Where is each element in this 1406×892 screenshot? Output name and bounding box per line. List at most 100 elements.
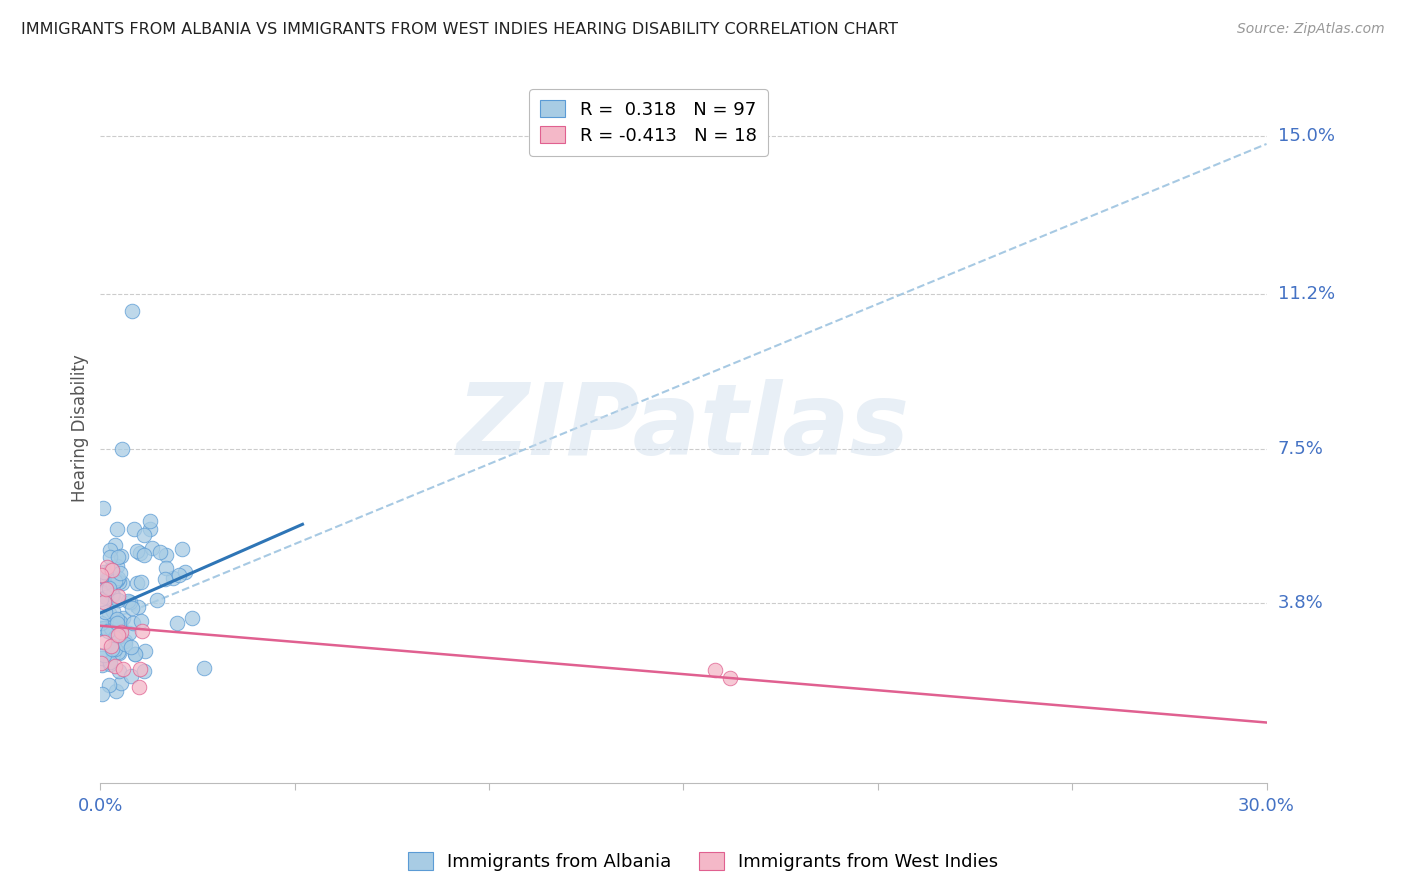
Point [121,600,143,615]
Point [193,661,215,675]
Point [93,594,115,608]
Point [127,575,149,590]
Point [120,640,142,654]
Point [114,634,136,648]
Point [155,548,177,562]
Point [90,656,112,670]
Point [129,546,152,560]
Point [101,588,124,602]
Point [111,576,134,591]
Point [90,622,112,636]
Point [120,669,142,683]
Point [134,644,156,658]
Point [124,647,146,661]
Point [111,442,134,456]
Point [91,687,114,701]
Point [155,561,177,575]
Point [112,662,135,676]
Point [166,615,188,630]
Point [107,589,129,603]
Point [162,571,184,585]
Point [114,637,136,651]
Point [94,605,117,619]
Point [97,678,120,692]
Point [169,567,191,582]
Point [131,624,153,638]
Point [90,568,112,582]
Text: 15.0%: 15.0% [1278,127,1334,145]
Point [107,645,129,659]
Point [98,606,121,620]
Text: Source: ZipAtlas.com: Source: ZipAtlas.com [1237,22,1385,37]
Point [121,304,143,318]
Point [100,621,122,635]
Point [107,593,129,607]
Point [104,630,127,644]
Text: 3.8%: 3.8% [1278,594,1323,612]
Point [129,574,152,589]
Point [131,614,153,628]
Point [107,550,129,565]
Point [110,625,132,640]
Point [96,574,118,589]
Point [170,541,193,556]
Point [139,522,162,536]
Point [121,616,143,631]
Point [127,543,149,558]
Point [93,648,115,662]
Point [117,594,139,608]
Point [108,665,131,679]
Point [104,538,127,552]
Point [104,574,127,589]
Point [122,522,145,536]
Point [108,646,131,660]
Point [107,574,129,589]
Point [101,588,124,602]
Point [100,562,122,576]
Point [107,628,129,642]
Point [93,635,115,649]
Point [104,631,127,645]
Point [703,663,725,677]
Point [149,545,172,559]
Y-axis label: Hearing Disability: Hearing Disability [72,354,89,501]
Point [105,615,128,630]
Text: 11.2%: 11.2% [1278,285,1334,303]
Point [110,621,132,635]
Point [96,582,118,596]
Point [101,578,124,592]
Point [718,671,741,685]
Point [132,528,155,542]
Point [104,659,127,673]
Point [132,548,155,562]
Point [127,600,149,615]
Point [91,658,114,673]
Point [134,665,156,679]
Point [98,582,121,596]
Point [105,684,128,698]
Text: IMMIGRANTS FROM ALBANIA VS IMMIGRANTS FROM WEST INDIES HEARING DISABILITY CORREL: IMMIGRANTS FROM ALBANIA VS IMMIGRANTS FR… [21,22,898,37]
Point [124,647,146,661]
Point [97,624,120,638]
Legend: Immigrants from Albania, Immigrants from West Indies: Immigrants from Albania, Immigrants from… [401,846,1005,879]
Point [100,655,122,669]
Point [104,642,127,657]
Point [96,572,118,586]
Point [153,572,176,586]
Point [101,604,124,618]
Point [110,549,132,563]
Point [110,676,132,690]
Point [101,563,124,577]
Text: 7.5%: 7.5% [1278,440,1323,458]
Point [180,610,202,624]
Point [90,616,112,631]
Point [98,657,121,672]
Point [105,573,128,587]
Point [139,514,162,528]
Point [101,642,124,657]
Point [100,640,122,654]
Point [120,595,142,609]
Point [118,625,141,640]
Point [105,558,128,573]
Text: ZIPatlas: ZIPatlas [457,379,910,476]
